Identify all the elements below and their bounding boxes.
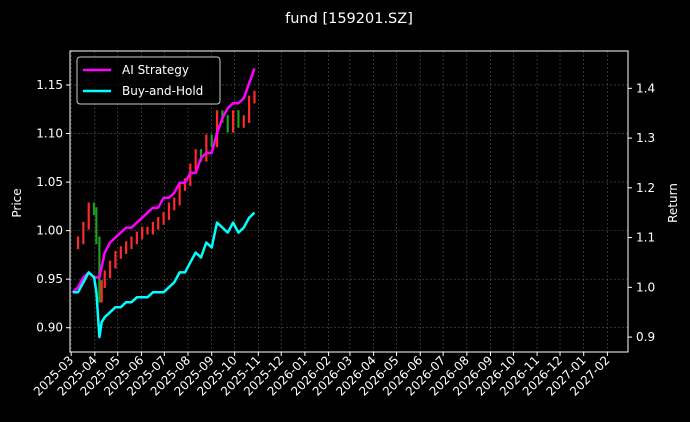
left-axis-label: Price [10, 188, 24, 217]
series-line-ai-strategy [71, 67, 256, 294]
right-tick-label: 1.4 [636, 81, 655, 95]
right-tick-label: 1.0 [636, 280, 655, 294]
right-y-ticks: 0.9 1.0 1.1 1.2 1.3 1.4 [628, 81, 655, 344]
legend-box [76, 56, 221, 105]
right-tick-label: 1.3 [636, 131, 655, 145]
right-tick-label: 1.1 [636, 231, 655, 245]
series-lines [71, 67, 256, 339]
legend-label-ai-strategy: AI Strategy [122, 63, 189, 77]
left-y-ticks: 0.90 0.95 1.00 1.05 1.10 1.15 [36, 78, 70, 335]
left-tick-label: 1.05 [36, 175, 63, 189]
legend: AI Strategy Buy-and-Hold [76, 56, 221, 105]
left-tick-label: 1.00 [36, 224, 63, 238]
x-ticks: 2025-032025-042025-052025-062025-072025-… [31, 352, 612, 399]
chart-title: fund [159201.SZ] [285, 11, 413, 27]
price-candles [76, 90, 256, 303]
left-tick-label: 1.10 [36, 127, 63, 141]
left-tick-label: 0.90 [36, 321, 63, 335]
right-tick-label: 0.9 [636, 330, 655, 344]
right-axis-label: Return [666, 183, 680, 223]
left-tick-label: 0.95 [36, 272, 63, 286]
legend-label-buy-and-hold: Buy-and-Hold [122, 84, 203, 98]
plot-frame [69, 50, 629, 353]
series-line-buy-and-hold [72, 211, 256, 339]
right-tick-label: 1.2 [636, 181, 655, 195]
left-tick-label: 1.15 [36, 78, 63, 92]
